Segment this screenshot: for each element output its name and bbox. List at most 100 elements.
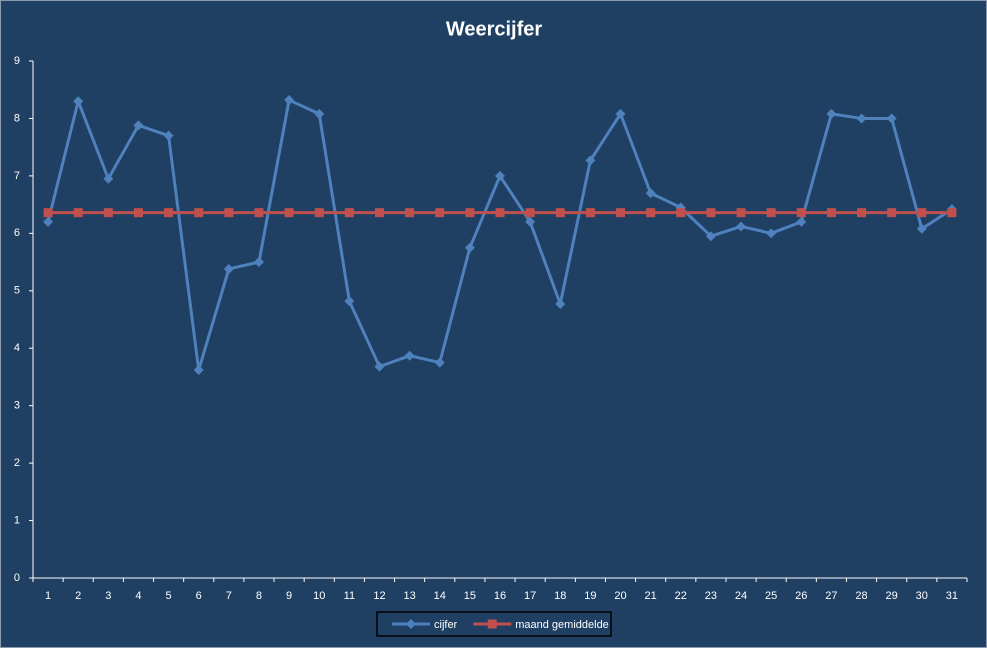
legend-label: cijfer xyxy=(434,619,458,631)
x-tick-label: 12 xyxy=(373,590,385,602)
x-tick-label: 28 xyxy=(855,590,867,602)
marker xyxy=(525,208,535,218)
x-tick-label: 21 xyxy=(645,590,657,602)
marker xyxy=(766,228,777,239)
marker xyxy=(434,357,445,368)
marker xyxy=(224,208,234,218)
x-tick-label: 13 xyxy=(403,590,415,602)
marker xyxy=(615,108,626,119)
marker xyxy=(857,208,867,218)
marker xyxy=(43,216,54,227)
marker xyxy=(374,361,385,372)
marker xyxy=(886,113,897,124)
marker xyxy=(495,208,505,218)
x-tick-label: 7 xyxy=(226,590,232,602)
marker xyxy=(435,208,445,218)
x-tick-label: 18 xyxy=(554,590,566,602)
marker xyxy=(253,257,264,268)
x-tick-label: 16 xyxy=(494,590,506,602)
legend-label: maand gemiddelde xyxy=(515,619,609,631)
y-tick-label: 7 xyxy=(14,170,20,182)
marker xyxy=(344,296,355,307)
marker xyxy=(856,113,867,124)
legend-box xyxy=(376,611,612,637)
y-tick-label: 0 xyxy=(14,572,20,584)
marker xyxy=(585,155,596,166)
marker xyxy=(555,208,565,218)
marker xyxy=(947,208,957,218)
x-tick-label: 30 xyxy=(916,590,928,602)
marker xyxy=(374,208,384,218)
x-tick-label: 17 xyxy=(524,590,536,602)
x-tick-label: 1 xyxy=(45,590,51,602)
marker xyxy=(525,216,536,227)
marker xyxy=(705,231,716,242)
marker xyxy=(916,223,927,234)
marker xyxy=(103,173,114,184)
marker xyxy=(766,208,776,218)
marker xyxy=(706,208,716,218)
x-tick-label: 25 xyxy=(765,590,777,602)
marker xyxy=(223,263,234,274)
x-tick-label: 6 xyxy=(196,590,202,602)
x-tick-label: 19 xyxy=(584,590,596,602)
marker xyxy=(917,208,927,218)
marker xyxy=(103,208,113,218)
x-tick-label: 3 xyxy=(105,590,111,602)
marker xyxy=(314,208,324,218)
x-tick-label: 5 xyxy=(166,590,172,602)
marker xyxy=(736,221,747,232)
x-tick-label: 2 xyxy=(75,590,81,602)
chart-title: Weercijfer xyxy=(446,18,543,40)
y-tick-label: 2 xyxy=(14,457,20,469)
marker xyxy=(284,95,295,106)
marker xyxy=(194,208,204,218)
x-tick-label: 27 xyxy=(825,590,837,602)
x-tick-label: 31 xyxy=(946,590,958,602)
marker xyxy=(736,208,746,218)
marker xyxy=(73,96,84,107)
marker xyxy=(133,208,143,218)
marker xyxy=(616,208,626,218)
x-tick-label: 11 xyxy=(344,590,355,602)
marker xyxy=(164,208,174,218)
x-tick-label: 9 xyxy=(286,590,292,602)
marker xyxy=(487,619,497,629)
x-tick-label: 20 xyxy=(614,590,626,602)
marker xyxy=(314,108,325,119)
marker xyxy=(465,208,475,218)
x-tick-label: 22 xyxy=(675,590,687,602)
x-tick-label: 24 xyxy=(735,590,747,602)
marker xyxy=(495,170,505,181)
marker xyxy=(344,208,354,218)
marker xyxy=(73,208,83,218)
y-tick-label: 8 xyxy=(14,112,20,124)
marker xyxy=(826,108,837,119)
y-tick-label: 9 xyxy=(14,55,20,67)
marker xyxy=(405,208,415,218)
marker xyxy=(193,365,204,376)
x-tick-label: 26 xyxy=(795,590,807,602)
marker xyxy=(646,208,656,218)
marker xyxy=(133,120,144,131)
marker xyxy=(796,208,806,218)
x-tick-label: 29 xyxy=(886,590,898,602)
x-tick-label: 14 xyxy=(434,590,446,602)
y-tick-label: 1 xyxy=(14,514,20,526)
x-tick-label: 4 xyxy=(135,590,141,602)
y-tick-label: 4 xyxy=(14,342,20,354)
marker xyxy=(585,208,595,218)
marker xyxy=(284,208,294,218)
x-tick-label: 23 xyxy=(705,590,717,602)
x-tick-label: 10 xyxy=(313,590,325,602)
y-tick-label: 6 xyxy=(14,227,20,239)
marker xyxy=(826,208,836,218)
x-tick-label: 15 xyxy=(464,590,476,602)
marker xyxy=(676,208,686,218)
marker xyxy=(887,208,897,218)
legend: cijfer maand gemiddelde xyxy=(376,611,612,637)
marker xyxy=(404,350,415,361)
marker xyxy=(163,130,174,141)
marker xyxy=(43,208,53,218)
